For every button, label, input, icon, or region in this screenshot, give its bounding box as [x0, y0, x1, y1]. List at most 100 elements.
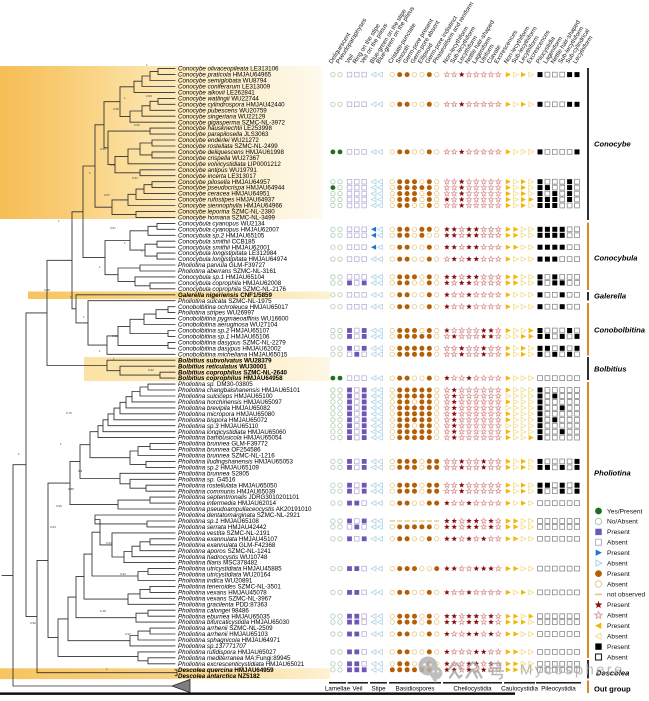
svg-text:Conocybula: Conocybula [594, 254, 637, 263]
svg-text:Conobolbitina aeruginosa WU271: Conobolbitina aeruginosa WU27104 [178, 322, 278, 329]
svg-text:0.99: 0.99 [30, 621, 36, 625]
svg-text:Conocybe alkovii LE262841: Conocybe alkovii LE262841 [178, 90, 255, 97]
svg-text:Conocybula coprophila HMJAU620: Conocybula coprophila HMJAU62008 [178, 280, 282, 287]
svg-text:Conobolbitina sp.2 HMJAU65107: Conobolbitina sp.2 HMJAU65107 [178, 328, 270, 335]
svg-text:Galerella nigeriensis CNF1/585: Galerella nigeriensis CNF1/5859 [178, 292, 272, 299]
svg-text:1: 1 [70, 295, 72, 299]
svg-text:Pholiotina pseudoampullaceocys: Pholiotina pseudoampullaceocystis AK2019… [178, 506, 312, 513]
svg-text:Descolea antarctica NZ5182: Descolea antarctica NZ5182 [178, 673, 260, 680]
svg-text:1: 1 [99, 265, 101, 269]
svg-text:Conocybe praticola HMJAU64965: Conocybe praticola HMJAU64965 [178, 72, 272, 79]
svg-text:Conobolbitina micheliana HMJAU: Conobolbitina micheliana HMJAU65015 [178, 351, 288, 358]
svg-text:not observed: not observed [607, 592, 645, 599]
svg-text:Pholiotina excrescenticystidia: Pholiotina excrescenticystidiata HMJAU65… [178, 661, 305, 668]
svg-text:Conocybula coprophila SZMC-NL-: Conocybula coprophila SZMC-NL-2176 [178, 286, 287, 293]
svg-text:Pileocystidia: Pileocystidia [541, 685, 576, 692]
svg-text:Pholiotina indica WU20891: Pholiotina indica WU20891 [178, 578, 253, 585]
svg-text:Conocybe parapilosella JLS3063: Conocybe parapilosella JLS3063 [178, 131, 269, 138]
svg-text:Conocybe rostellata SZMC-NL-24: Conocybe rostellata SZMC-NL-2499 [178, 143, 278, 150]
svg-text:Pholiotina sp.1 HMJAU65108: Pholiotina sp.1 HMJAU65108 [178, 518, 259, 525]
svg-text:Conobolbitina pygmaeoaffinis W: Conobolbitina pygmaeoaffinis WU16600 [178, 316, 289, 323]
svg-text:0.99: 0.99 [146, 94, 152, 98]
svg-text:Pholiotina brunnea OF254586: Pholiotina brunnea OF254586 [178, 447, 261, 454]
svg-text:Pholiotina dentatomarginata SZ: Pholiotina dentatomarginata SZMC-NL-2921 [178, 512, 301, 519]
svg-text:Pholiotina utricystidiata HMJA: Pholiotina utricystidiata HMJAU45885 [178, 566, 282, 573]
svg-text:0.92: 0.92 [148, 368, 154, 372]
svg-text:Conocybula smithii CCB185: Conocybula smithii CCB185 [178, 238, 256, 245]
svg-text:Conocybe crispella WU27367: Conocybe crispella WU27367 [178, 155, 260, 162]
svg-text:No/Absent: No/Absent [607, 519, 638, 526]
svg-text:Pholiotina calongei 98486: Pholiotina calongei 98486 [178, 607, 249, 614]
svg-text:Lamellae: Lamellae [325, 685, 351, 692]
svg-text:1: 1 [141, 249, 143, 253]
svg-text:Pholiotina bispora HMJAU65072: Pholiotina bispora HMJAU65072 [178, 417, 268, 424]
svg-text:Pholiotina serrata HMJAU42442: Pholiotina serrata HMJAU42442 [178, 524, 267, 531]
svg-text:Out group: Out group [594, 685, 631, 694]
svg-text:Present: Present [607, 644, 630, 651]
svg-text:Pholiotina: Pholiotina [594, 469, 631, 478]
svg-text:Pholiotina vexans SZMC-NL-3967: Pholiotina vexans SZMC-NL-3967 [178, 595, 272, 602]
svg-text:Pholiotina bifurcaticystidia H: Pholiotina bifurcaticystidia HMJAU65030 [178, 619, 290, 626]
svg-text:0.96: 0.96 [110, 163, 116, 167]
svg-text:Conocybe siennophylla HMJAU649: Conocybe siennophylla HMJAU64966 [178, 203, 283, 210]
svg-text:Pholiotina brunnea SZMC-NL-121: Pholiotina brunnea SZMC-NL-1216 [178, 453, 275, 460]
svg-text:Conocybe gigasperma SZMC-NL-39: Conocybe gigasperma SZMC-NL-3972 [178, 119, 286, 126]
svg-text:Present: Present [607, 602, 630, 609]
svg-text:0.88: 0.88 [68, 487, 74, 491]
svg-text:Pholiotina sp.137771707: Pholiotina sp.137771707 [178, 643, 247, 650]
svg-text:0.98: 0.98 [113, 107, 119, 111]
svg-text:Bolbitius reticulatus WU30001: Bolbitius reticulatus WU30001 [178, 363, 267, 370]
svg-text:Pholiotina sulciceps HMJAU6510: Pholiotina sulciceps HMJAU65100 [178, 393, 273, 400]
svg-text:Present: Present [607, 529, 630, 536]
svg-text:Conocybula sp.2 HMJAU65105: Conocybula sp.2 HMJAU65105 [178, 232, 265, 239]
svg-text:Pholiotina eburnea HMJAU65035: Pholiotina eburnea HMJAU65035 [178, 613, 270, 620]
svg-text:Pholiotina brunnea S2805: Pholiotina brunnea S2805 [178, 470, 250, 477]
svg-text:Pholiotina exannulata HMJAU451: Pholiotina exannulata HMJAU45107 [178, 536, 278, 543]
svg-text:Pholiotina sp.2 HMJAU65109: Pholiotina sp.2 HMJAU65109 [178, 465, 259, 472]
svg-text:Conocybe homana SZMC-NL-3499: Conocybe homana SZMC-NL-3499 [178, 215, 276, 222]
svg-text:Pholiotina horchinensis HMJAU6: Pholiotina horchinensis HMJAU65097 [178, 399, 282, 406]
svg-text:Pholiotina vexans HMJAU45078: Pholiotina vexans HMJAU45078 [178, 590, 267, 597]
svg-text:Pholiotina liudingshanensis HM: Pholiotina liudingshanensis HMJAU65053 [178, 459, 293, 466]
svg-text:Cheilocystidia: Cheilocystidia [453, 685, 492, 692]
svg-text:Pholiotina sphagnicola HMJAU64: Pholiotina sphagnicola HMJAU64971 [178, 637, 281, 644]
svg-text:Pholiotina arrhenii HMJAU65103: Pholiotina arrhenii HMJAU65103 [178, 631, 268, 638]
svg-text:Present: Present [607, 550, 630, 557]
svg-text:Conocybula sp.1 HMJAU65104: Conocybula sp.1 HMJAU65104 [178, 274, 265, 281]
svg-text:Pholiotina communis HMJAU65039: Pholiotina communis HMJAU65039 [178, 488, 276, 495]
svg-text:Pholiotina micropora HMJAU6508: Pholiotina micropora HMJAU65080 [178, 411, 275, 418]
svg-text:0.48: 0.48 [100, 609, 106, 613]
svg-text:0.52: 0.52 [106, 541, 112, 545]
svg-text:Mycosphere: Mycosphere [520, 662, 625, 679]
svg-text:Veil: Veil [344, 53, 355, 65]
svg-text:0.96: 0.96 [56, 504, 62, 508]
svg-text:Conocybe coniferarum LE313009: Conocybe coniferarum LE313009 [178, 84, 271, 91]
svg-text:0.98: 0.98 [112, 334, 118, 338]
svg-text:Conocybe: Conocybe [594, 140, 631, 149]
svg-text:Present: Present [607, 623, 630, 630]
svg-text:Pholiotina sulcata SZMC-NL-197: Pholiotina sulcata SZMC-NL-1975 [178, 298, 272, 305]
svg-text:Conocybe pilosella HMJAU64957: Conocybe pilosella HMJAU64957 [178, 179, 271, 186]
svg-text:Galerella: Galerella [594, 292, 626, 301]
svg-text:Conocybe hausknechtii LE253998: Conocybe hausknechtii LE253998 [178, 125, 272, 132]
svg-text:Pholiotina stripes WU26997: Pholiotina stripes WU26997 [178, 310, 255, 317]
svg-text:Conocybula smithii HMJAU62001: Conocybula smithii HMJAU62001 [178, 244, 271, 251]
svg-text:Basidiospores: Basidiospores [396, 685, 435, 692]
svg-text:0.95: 0.95 [100, 147, 106, 151]
svg-text:Pholiotina parvula GLM-F39727: Pholiotina parvula GLM-F39727 [178, 262, 266, 269]
svg-text:1: 1 [58, 219, 60, 223]
svg-text:1: 1 [124, 241, 126, 245]
svg-text:Bolbitius coprophilus SZMC-NL-: Bolbitius coprophilus SZMC-NL-2640 [178, 369, 288, 376]
svg-text:Present: Present [607, 571, 630, 578]
svg-text:Pholiotina sp. G4516: Pholiotina sp. G4516 [178, 476, 236, 483]
svg-text:1: 1 [60, 442, 62, 446]
svg-text:Pholiotina changbaishanensis H: Pholiotina changbaishanensis HMJAU65101 [178, 387, 301, 394]
svg-text:Conocybe singeriana WU22129: Conocybe singeriana WU22129 [178, 113, 266, 120]
svg-text:Absent: Absent [607, 581, 628, 588]
svg-text:0.94: 0.94 [120, 572, 126, 576]
svg-text:Pholiotina rufidispora HMJAU65: Pholiotina rufidispora HMJAU65027 [178, 649, 277, 656]
svg-text:Pholiotina sp. DM30-03805: Pholiotina sp. DM30-03805 [178, 381, 253, 388]
svg-text:Stipe: Stipe [371, 685, 386, 692]
svg-text:0.97: 0.97 [110, 226, 116, 230]
svg-text:Conobolbitina sp.1 HMJAU65106: Conobolbitina sp.1 HMJAU65106 [178, 334, 270, 341]
